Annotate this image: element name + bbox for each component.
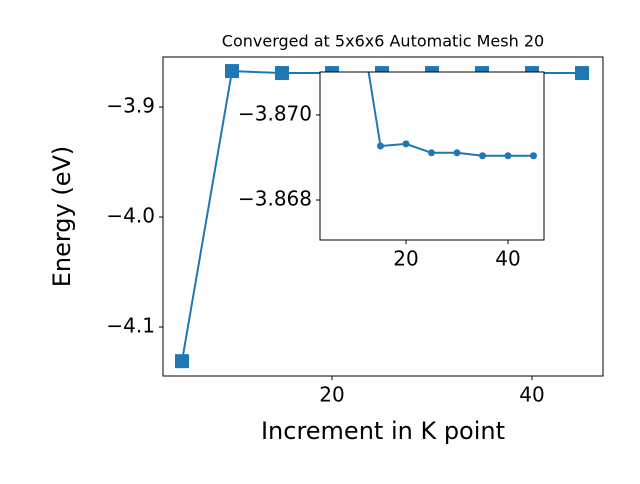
marker [402,140,410,148]
marker [275,66,289,81]
marker [427,149,435,157]
y-tick-label: −4.0 [106,204,155,228]
y-tick-label: −3.870 [238,101,312,125]
marker [575,66,589,81]
x-tick-label: 40 [495,247,520,271]
x-tick-label: 20 [393,247,418,271]
axes-frame [162,56,604,377]
marker [504,152,512,160]
x-tick-label: 20 [319,383,344,407]
plot-group [367,72,537,160]
axes-frame [319,71,545,241]
x-tick-label: 40 [519,383,544,407]
marker [453,149,461,157]
y-tick-label: −4.1 [106,314,155,338]
marker [529,152,537,160]
y-tick-label: −3.868 [238,187,312,211]
marker [175,354,189,369]
marker [478,152,486,160]
chart-title: Converged at 5x6x6 Automatic Mesh 20 [222,32,544,51]
y-tick-label: −3.9 [106,94,155,118]
series-line [367,72,534,157]
marker [225,64,239,79]
y-axis-label: Energy (eV) [48,146,76,288]
marker [376,142,384,150]
x-axis-label: Increment in K point [261,417,505,445]
